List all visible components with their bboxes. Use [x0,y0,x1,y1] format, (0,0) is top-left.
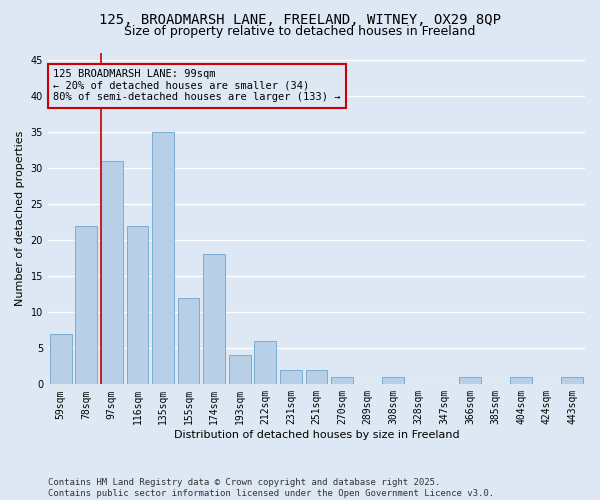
Bar [127,226,148,384]
Bar [562,377,583,384]
Text: Contains HM Land Registry data © Crown copyright and database right 2025.
Contai: Contains HM Land Registry data © Crown c… [48,478,494,498]
Bar [280,370,302,384]
Text: 125 BROADMARSH LANE: 99sqm
← 20% of detached houses are smaller (34)
80% of semi: 125 BROADMARSH LANE: 99sqm ← 20% of deta… [53,69,341,102]
Bar [382,377,404,384]
Y-axis label: Number of detached properties: Number of detached properties [15,130,25,306]
Text: Size of property relative to detached houses in Freeland: Size of property relative to detached ho… [124,25,476,38]
Bar [331,377,353,384]
Bar [510,377,532,384]
Bar [50,334,71,384]
X-axis label: Distribution of detached houses by size in Freeland: Distribution of detached houses by size … [173,430,459,440]
Text: 125, BROADMARSH LANE, FREELAND, WITNEY, OX29 8QP: 125, BROADMARSH LANE, FREELAND, WITNEY, … [99,12,501,26]
Bar [229,356,251,384]
Bar [178,298,199,384]
Bar [101,160,123,384]
Bar [254,341,276,384]
Bar [459,377,481,384]
Bar [152,132,174,384]
Bar [203,254,225,384]
Bar [305,370,328,384]
Bar [76,226,97,384]
